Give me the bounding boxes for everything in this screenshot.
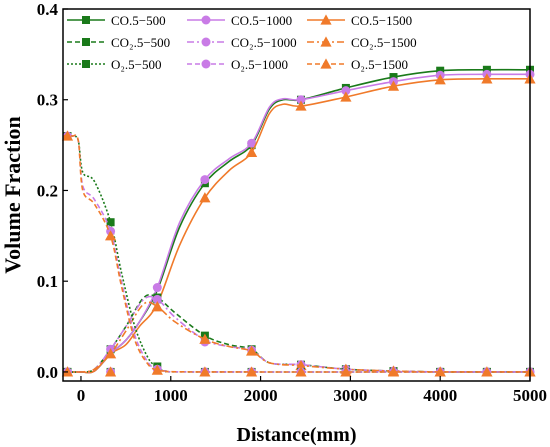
data-point [199,366,211,377]
legend-item: CO.5−500 [67,13,166,28]
legend-item: O₂.5−500 [67,57,162,72]
data-point [295,366,307,377]
data-point [151,301,163,312]
data-point [82,38,90,46]
data-point [387,366,400,377]
data-point [320,14,332,25]
legend-label: CO.5−1000 [231,13,292,28]
legend-item: CO₂.5−500 [67,35,170,50]
legend-item: CO.5−1000 [187,13,292,28]
data-point [104,230,117,241]
data-point [245,146,258,157]
data-point [436,66,445,75]
data-point [296,95,306,105]
data-point [434,74,446,85]
series-line [62,293,530,373]
series-line [62,134,531,373]
data-point [104,366,117,377]
axes-layer: 0 1000 2000 3000 4000 5000 0.0 0.1 0.2 0.3 0.4 [37,0,547,405]
legend-item: CO.5−1500 [307,13,412,28]
x-tick-label: 0 [77,386,86,405]
y-tick-label: 0.0 [37,363,58,382]
series [62,132,534,376]
data-point [320,58,332,69]
data-point [152,294,162,304]
y-tick-label: 0.3 [37,91,58,110]
data-point [82,60,90,68]
data-point [199,333,211,344]
legend-label: CO.5−1500 [351,13,412,28]
data-point [341,86,351,96]
data-point [482,65,491,74]
data-point [481,366,493,377]
data-point [295,100,307,111]
data-point [152,283,162,293]
data-point [151,364,163,375]
legend-label: CO.5−500 [111,13,166,28]
y-tick-label: 0.1 [37,272,58,291]
data-point [434,366,446,377]
data-point [200,175,210,185]
series-layer [61,65,536,377]
x-tick-label: 2000 [244,386,278,405]
legend-label: CO₂.5−1000 [231,35,297,50]
data-point [340,91,352,102]
legend-item: CO₂.5−1500 [307,35,417,50]
data-point [201,59,211,69]
x-tick-label: 3000 [333,386,367,405]
legend-item: O₂.5−1500 [307,57,408,72]
legend-label: CO₂.5−1500 [351,35,417,50]
series [61,130,536,377]
legend: CO.5−500 CO.5−1000 CO.5−1500 CO₂.5−500 CO₂.5… [67,13,417,72]
plot-frame [62,8,531,382]
legend-item: O₂.5−1000 [187,57,288,72]
y-axis-title: Volume Fraction [0,116,25,273]
legend-label: O₂.5−500 [111,57,162,72]
data-point [245,366,258,377]
data-point [295,359,307,371]
data-point [340,366,352,377]
data-point [481,73,493,84]
x-tick-label: 4000 [423,386,457,405]
data-point [247,138,257,148]
y-tick-label: 0.4 [37,0,59,19]
y-tick-label: 0.2 [37,181,58,200]
data-point [245,345,258,356]
data-point [201,15,211,25]
data-point [389,73,398,82]
legend-item: CO₂.5−1000 [187,35,297,50]
series [61,301,536,377]
data-point [387,80,400,91]
x-tick-label: 1000 [154,386,188,405]
legend-label: CO₂.5−500 [111,35,170,50]
data-point [104,348,117,359]
legend-label: O₂.5−1500 [351,57,408,72]
x-tick-label: 5000 [513,386,547,405]
data-point [320,36,332,47]
data-point [201,37,211,47]
data-point [199,192,211,203]
legend-label: O₂.5−1000 [231,57,288,72]
data-point [82,16,90,24]
x-axis-title: Distance(mm) [237,424,357,446]
data-point [61,130,74,141]
series [62,131,535,377]
data-point [106,218,115,227]
